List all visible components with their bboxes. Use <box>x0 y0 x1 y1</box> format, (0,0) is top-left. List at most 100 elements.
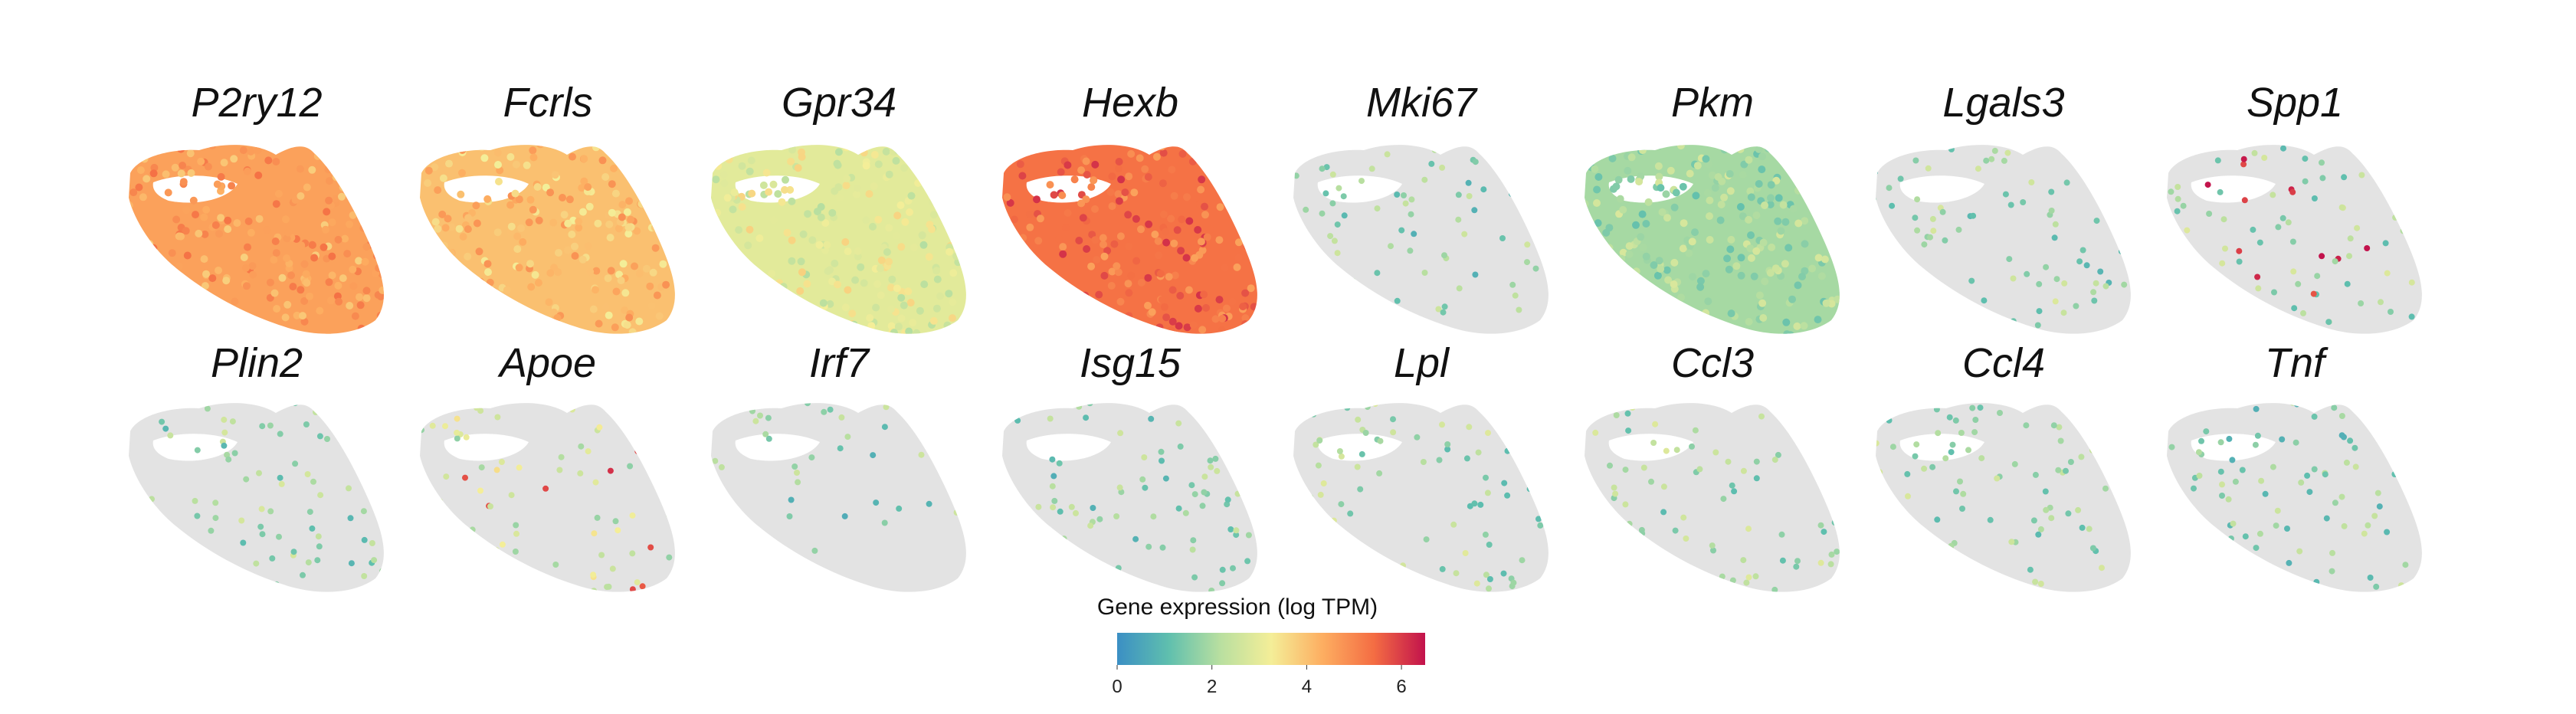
cell-point <box>1988 156 1995 162</box>
cell-point <box>229 418 236 425</box>
cell-point <box>2295 280 2302 287</box>
cell-point <box>192 497 198 504</box>
cell-point <box>1190 537 1197 544</box>
cell-point <box>1811 145 1818 152</box>
cell-point <box>618 213 626 221</box>
cell-point <box>490 287 498 296</box>
cell-point <box>2194 290 2201 297</box>
cell-point <box>862 216 870 224</box>
cell-point <box>1625 427 1632 434</box>
cell-point <box>372 229 380 237</box>
cell-point <box>1727 310 1735 318</box>
cell-point <box>515 264 523 272</box>
cell-point <box>1702 573 1709 580</box>
cell-point <box>1613 412 1620 418</box>
cell-point <box>1603 326 1611 334</box>
cell-point <box>172 215 181 224</box>
cell-point <box>1834 206 1840 215</box>
cell-point <box>1059 325 1067 333</box>
cell-point <box>121 199 129 207</box>
cell-point <box>2091 154 2097 161</box>
cell-point <box>1104 307 1113 316</box>
panel-title: Gpr34 <box>782 80 896 126</box>
cell-point <box>1703 188 1712 197</box>
cell-point <box>156 299 164 307</box>
cell-point <box>1077 199 1086 208</box>
cell-point <box>1800 322 1808 330</box>
cell-point <box>1891 526 1898 533</box>
cell-point <box>1589 573 1596 580</box>
cell-point <box>267 422 274 429</box>
cell-point <box>2408 279 2415 286</box>
cell-point <box>1653 271 1662 280</box>
cell-point <box>1794 281 1802 290</box>
cell-point <box>1331 237 1338 244</box>
cell-point <box>129 208 133 217</box>
cell-point <box>1639 243 1647 251</box>
cell-point <box>554 268 562 277</box>
cell-point <box>302 270 310 278</box>
cell-point <box>733 299 742 307</box>
cell-point <box>1377 437 1384 444</box>
cell-point <box>254 146 262 155</box>
cell-point <box>1408 211 1414 218</box>
cell-point <box>1948 542 1955 549</box>
cell-point <box>517 224 525 232</box>
cell-point <box>490 322 498 330</box>
cell-point <box>619 260 628 268</box>
cell-point <box>765 414 772 421</box>
cell-point <box>1358 450 1365 457</box>
cell-point <box>716 145 724 149</box>
umap-panel-plin2: Plin2 <box>129 340 384 592</box>
cell-point <box>748 189 756 198</box>
cell-point <box>472 201 480 210</box>
cell-point <box>1173 226 1181 234</box>
cell-point <box>1293 273 1300 280</box>
cell-point <box>1176 145 1184 152</box>
cell-point <box>2219 493 2225 499</box>
cell-point <box>513 232 522 241</box>
cell-point <box>1948 146 1955 152</box>
cell-point <box>360 218 369 226</box>
cell-point <box>615 224 623 233</box>
cell-point <box>1049 456 1056 463</box>
cell-point <box>836 194 844 202</box>
cell-point <box>1889 202 1896 209</box>
cell-point <box>1070 304 1078 313</box>
cell-point <box>2358 172 2365 178</box>
cell-point <box>1655 172 1663 181</box>
cell-point <box>612 518 619 525</box>
cell-point <box>231 297 239 306</box>
cell-point <box>585 202 594 211</box>
cell-point <box>1709 542 1716 549</box>
cell-point <box>356 293 363 301</box>
cell-point <box>778 198 786 206</box>
cell-point <box>1050 504 1057 511</box>
cloud-gap <box>1608 434 1693 461</box>
cell-point <box>769 216 778 224</box>
cell-point <box>568 231 576 238</box>
cell-point <box>1069 316 1077 325</box>
cell-point <box>560 211 569 219</box>
cell-point <box>1046 181 1054 189</box>
cell-point <box>1500 570 1507 577</box>
cell-point <box>2007 201 2014 208</box>
cell-point <box>202 304 211 313</box>
cell-point <box>1058 192 1067 199</box>
cell-point <box>928 146 936 154</box>
cell-point <box>1712 449 1719 456</box>
cell-point <box>1244 185 1252 193</box>
cell-point <box>904 287 913 296</box>
cell-point <box>1624 410 1631 417</box>
cell-point <box>1197 185 1205 194</box>
cell-point <box>1439 421 1445 428</box>
cell-point <box>1747 254 1755 262</box>
cell-point <box>1831 519 1838 526</box>
cell-point <box>297 241 306 250</box>
cell-point <box>1657 184 1665 192</box>
cell-point <box>1286 557 1293 563</box>
cell-point <box>592 286 599 294</box>
umap-embedding <box>1876 403 2131 592</box>
cell-point <box>204 405 211 412</box>
cell-point <box>164 188 172 197</box>
